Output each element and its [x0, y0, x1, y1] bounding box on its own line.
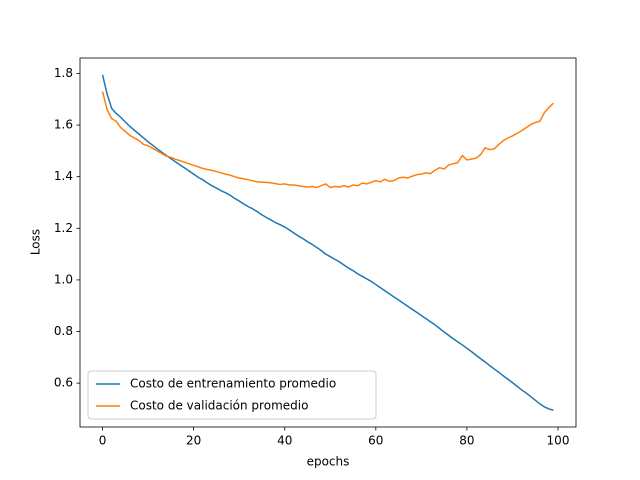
y-axis-label: Loss: [29, 229, 43, 255]
y-tick-label: 1.4: [54, 169, 73, 183]
line-series: [101, 74, 554, 411]
plot-frame: [79, 57, 577, 428]
x-tick-label: 100: [547, 434, 570, 448]
x-tick-label: 40: [277, 434, 292, 448]
x-tick-label: 0: [99, 434, 107, 448]
x-axis-label: epochs: [307, 455, 350, 469]
y-tick-label: 0.8: [54, 324, 73, 338]
y-tick-label: 1.0: [54, 272, 73, 286]
y-tick-label: 1.6: [54, 118, 73, 132]
legend-label: Costo de entrenamiento promedio: [130, 377, 336, 391]
x-tick-label: 60: [368, 434, 383, 448]
y-tick-label: 1.8: [54, 66, 73, 80]
y-tick-label: 0.6: [54, 376, 73, 390]
y-tick-label: 1.2: [54, 221, 73, 235]
line-series: [101, 91, 554, 189]
legend-box: [87, 370, 377, 420]
x-tick-label: 80: [459, 434, 474, 448]
legend-label: Costo de validación promedio: [130, 399, 308, 413]
x-tick-label: 20: [186, 434, 201, 448]
